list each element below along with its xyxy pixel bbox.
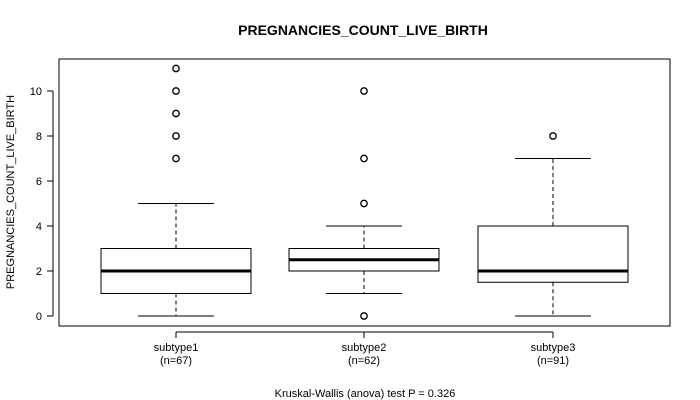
x-tick-label: subtype2 [342, 342, 387, 354]
plot-frame [58, 58, 671, 327]
outlier-point [549, 132, 557, 140]
y-axis-label: PREGNANCIES_COUNT_LIVE_BIRTH [5, 95, 17, 289]
outlier-point [360, 154, 368, 163]
x-tick-label: subtype1 [154, 342, 199, 354]
outlier-point [360, 199, 368, 208]
iqr-box [477, 225, 629, 283]
y-tick-label: 4 [36, 221, 42, 233]
x-tick-label: subtype3 [531, 342, 576, 354]
y-tick-label: 0 [36, 311, 42, 323]
x-tick-count-label: (n=67) [160, 355, 192, 367]
y-tick-label: 8 [36, 131, 42, 143]
x-tick-count-label: (n=91) [537, 355, 569, 367]
outlier-point [172, 64, 180, 73]
test-caption: Kruskal-Wallis (anova) test P = 0.326 [275, 388, 456, 400]
outlier-point [172, 132, 180, 140]
outlier-point [172, 109, 180, 118]
y-tick-label: 6 [36, 176, 42, 188]
outlier-point [360, 312, 368, 320]
x-tick-count-label: (n=62) [348, 355, 380, 367]
outlier-point [172, 154, 180, 163]
outlier-point [360, 87, 368, 95]
y-tick-label: 2 [36, 266, 42, 278]
outlier-point [172, 87, 180, 95]
y-tick-label: 10 [30, 86, 42, 98]
chart-title: PREGNANCIES_COUNT_LIVE_BIRTH [238, 22, 488, 38]
